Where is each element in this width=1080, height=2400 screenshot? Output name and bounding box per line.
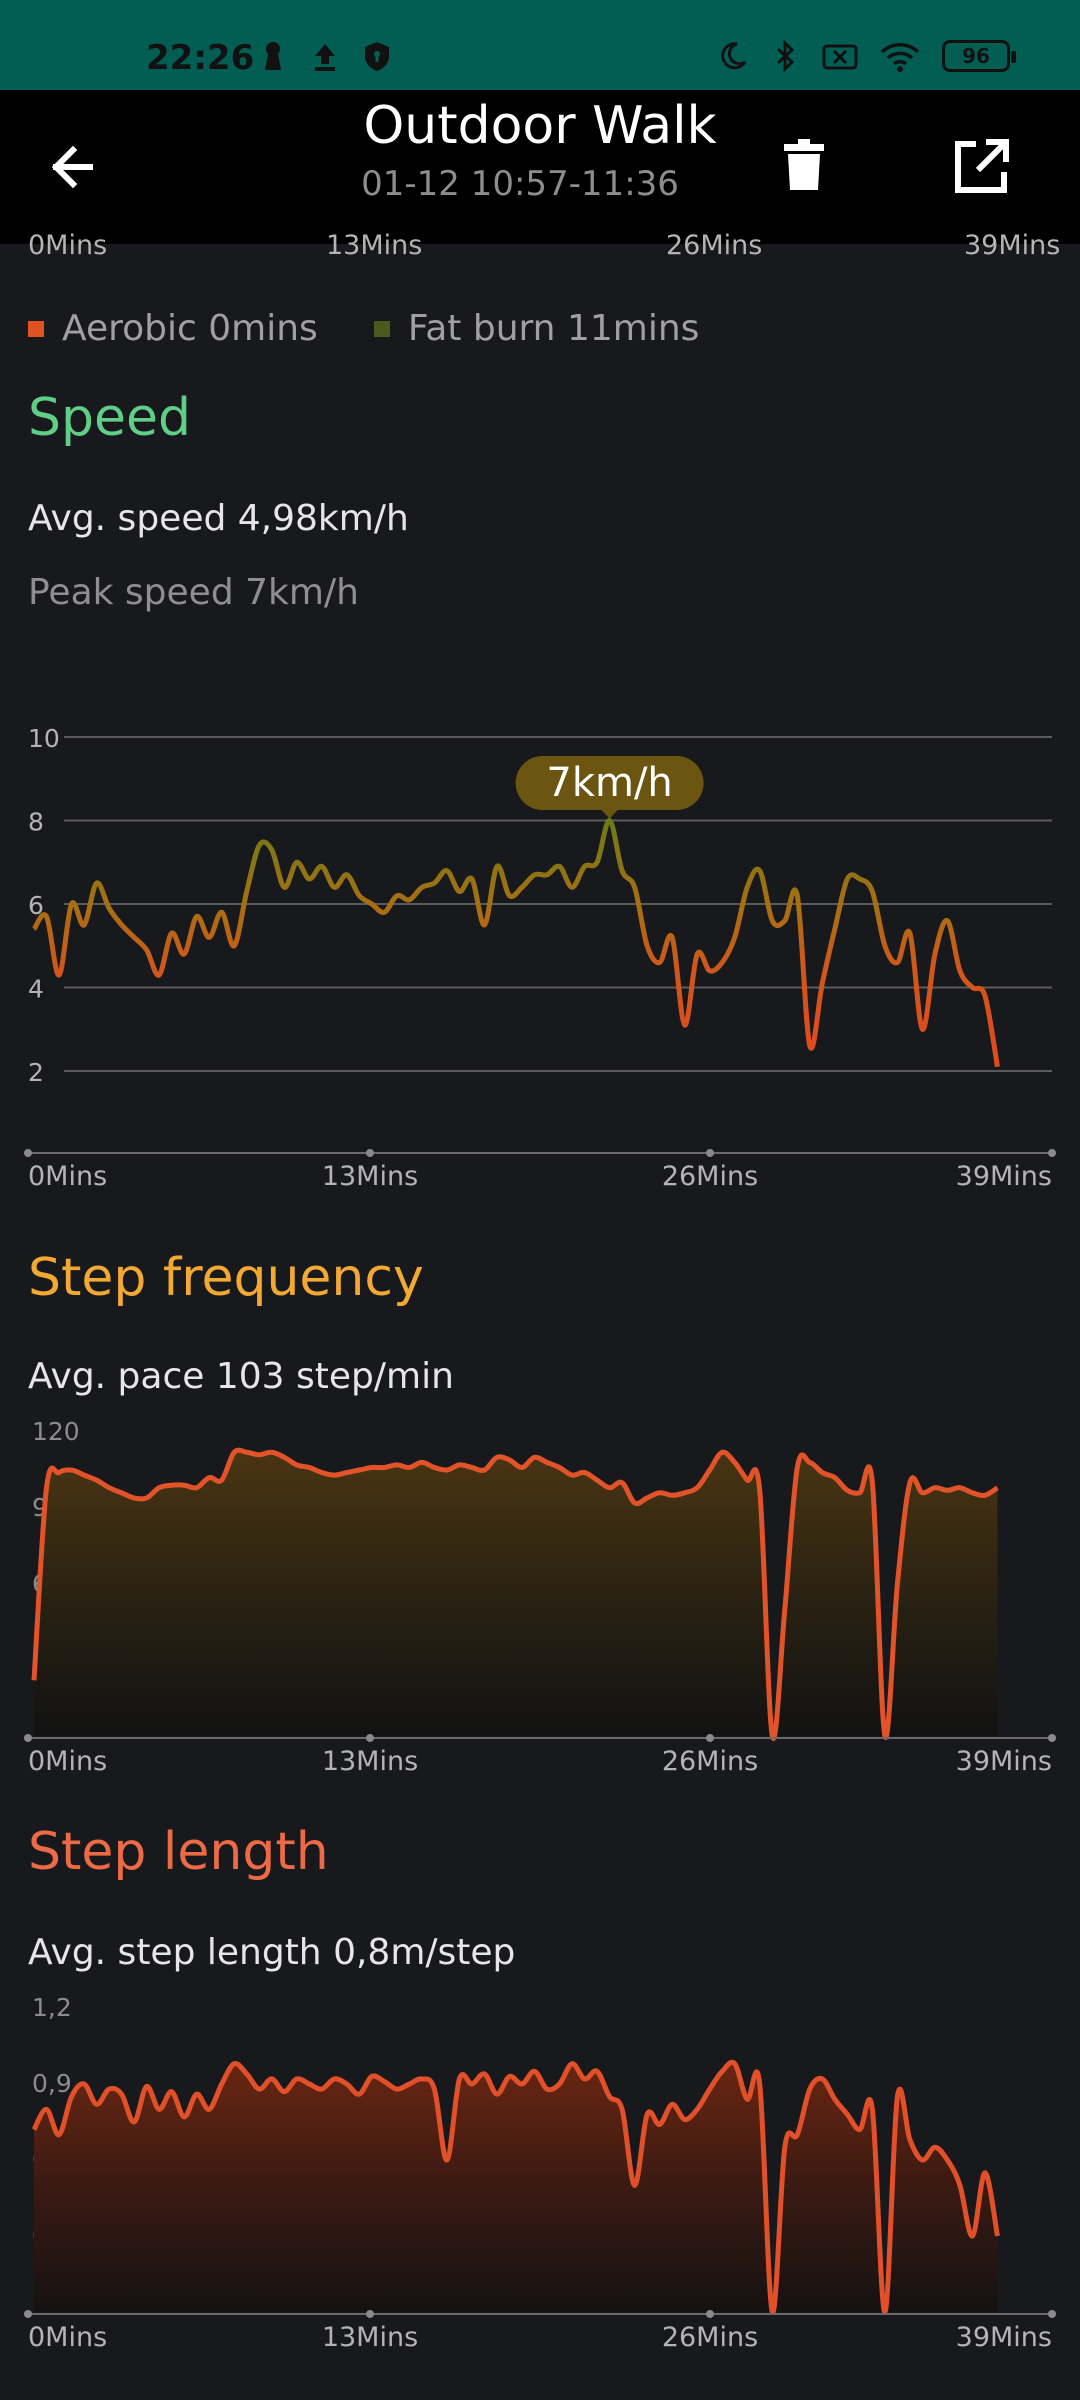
series-line — [31, 1447, 999, 1741]
x-tick-label: 0Mins — [28, 2322, 107, 2353]
x-tick-label: 26Mins — [662, 1746, 758, 1777]
y-tick-label: 2 — [28, 1058, 44, 1087]
axis-tick: 13Mins — [326, 230, 423, 261]
header: Outdoor Walk 01-12 10:57-11:36 — [0, 90, 1080, 244]
x-tick-label: 13Mins — [322, 1746, 418, 1777]
legend-swatch — [28, 320, 44, 337]
step-frequency-section-title: Step frequency — [28, 1248, 424, 1308]
y-tick-label: 120 — [32, 1417, 80, 1446]
x-axis-tick-dot — [1048, 1734, 1056, 1742]
axis-tick: 39Mins — [964, 230, 1061, 261]
moon-icon — [721, 42, 747, 70]
workout-time-range: 01-12 10:57-11:36 — [361, 164, 679, 204]
x-axis-tick-dot — [1048, 2310, 1056, 2318]
heart-rate-zone-legend: Aerobic 0mins Fat burn 11mins — [28, 308, 755, 349]
avg-pace: Avg. pace 103 step/min — [28, 1356, 454, 1397]
x-tick-label: 39Mins — [956, 2322, 1052, 2353]
axis-tick: 26Mins — [666, 230, 763, 261]
legend-label: Fat burn 11mins — [407, 308, 700, 349]
x-axis-tick-dot — [706, 1734, 714, 1742]
heart-rate-axis: 0Mins 13Mins 26Mins 39Mins — [0, 230, 1080, 270]
sim-disabled-icon — [822, 44, 858, 70]
axis-tick: 0Mins — [28, 230, 108, 261]
x-tick-label: 26Mins — [662, 1161, 758, 1192]
x-tick-label: 0Mins — [28, 1746, 107, 1777]
peak-speed: Peak speed 7km/h — [28, 572, 359, 613]
area-fill — [34, 2062, 998, 2313]
x-tick-label: 39Mins — [956, 1746, 1052, 1777]
y-tick-label: 0,9 — [32, 2069, 72, 2098]
x-axis-tick-dot — [24, 2310, 32, 2318]
shield-icon — [365, 42, 389, 71]
step-length-chart[interactable]: 1,20,90,60,30Mins13Mins26Mins39Mins — [0, 1986, 1080, 2366]
y-tick-label: 8 — [28, 808, 44, 837]
step-length-chart-svg: 1,20,90,60,30Mins13Mins26Mins39Mins — [24, 1993, 1056, 2353]
x-tick-label: 26Mins — [662, 2322, 758, 2353]
y-tick-label: 4 — [28, 975, 44, 1004]
x-tick-label: 0Mins — [28, 1161, 107, 1192]
step-length-section-title: Step length — [28, 1822, 329, 1882]
battery-icon: 96 — [942, 40, 1016, 72]
step-frequency-chart[interactable]: 1209060300Mins13Mins26Mins39Mins — [0, 1410, 1080, 1790]
x-tick-label: 39Mins — [956, 1161, 1052, 1192]
keyhole-icon — [265, 42, 281, 70]
x-axis-tick-dot — [366, 1149, 374, 1157]
series-line — [31, 2059, 1000, 2315]
status-bar: 22:26 96 — [0, 0, 1080, 90]
avg-speed: Avg. speed 4,98km/h — [28, 498, 409, 539]
bluetooth-icon — [776, 40, 795, 72]
legend-label: Aerobic 0mins — [62, 308, 318, 349]
speed-series-line — [31, 817, 1000, 1068]
x-axis-tick-dot — [706, 1149, 714, 1157]
x-axis-tick-dot — [24, 1149, 32, 1157]
x-axis-tick-dot — [706, 2310, 714, 2318]
peak-marker — [599, 808, 620, 819]
avg-step-length: Avg. step length 0,8m/step — [28, 1932, 516, 1973]
upload-icon — [315, 44, 335, 71]
y-tick-label: 10 — [28, 724, 60, 753]
peak-badge — [515, 756, 704, 810]
x-axis-tick-dot — [1048, 1149, 1056, 1157]
step-frequency-chart-svg: 1209060300Mins13Mins26Mins39Mins — [24, 1417, 1056, 1777]
wifi-icon — [880, 43, 920, 72]
x-axis-tick-dot — [366, 1734, 374, 1742]
speed-chart[interactable]: 10 8 6 4 2 7km/h 0Mins 13Mins 26Mins 39Mins — [0, 700, 1080, 1200]
x-tick-label: 13Mins — [322, 1161, 418, 1192]
legend-item-aerobic: Aerobic 0mins — [28, 308, 318, 349]
speed-chart-svg: 10 8 6 4 2 7km/h 0Mins 13Mins 26Mins 39Mins — [24, 724, 1056, 1192]
status-time: 22:26 — [146, 38, 255, 78]
legend-swatch — [373, 320, 390, 337]
page-title: Outdoor Walk — [363, 96, 717, 156]
speed-section-title: Speed — [28, 388, 192, 448]
trash-icon[interactable] — [770, 130, 840, 204]
x-tick-label: 13Mins — [322, 2322, 418, 2353]
x-axis-tick-dot — [24, 1734, 32, 1742]
y-tick-label: 1,2 — [32, 1993, 72, 2022]
back-arrow-icon[interactable] — [40, 130, 114, 204]
area-fill — [34, 1450, 998, 1739]
share-icon[interactable] — [944, 130, 1018, 204]
y-tick-label: 6 — [28, 891, 44, 920]
x-axis-tick-dot — [366, 2310, 374, 2318]
legend-item-fat-burn: Fat burn 11mins — [373, 308, 700, 349]
peak-badge-label: 7km/h — [546, 760, 672, 806]
